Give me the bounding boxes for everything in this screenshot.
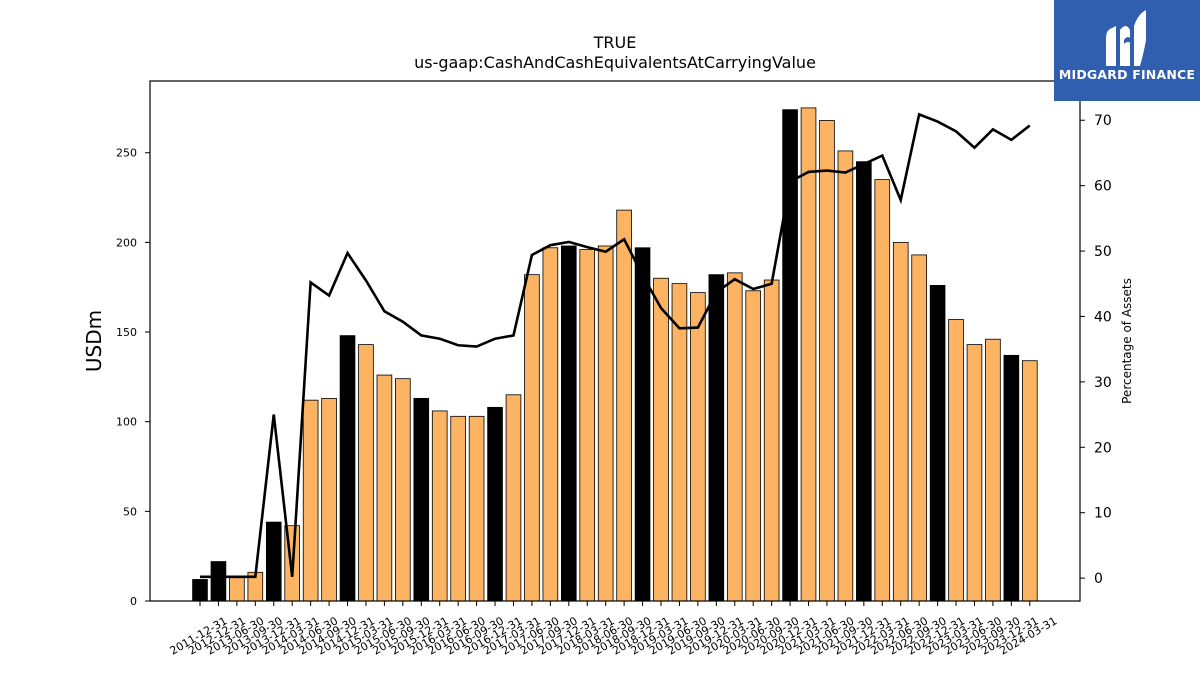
- bar-2015-12-31: [413, 397, 430, 602]
- logo-text: MIDGARD FINANCE: [1058, 67, 1196, 82]
- bar-2017-09-30: [542, 247, 559, 602]
- y-tick-label: 0: [130, 595, 137, 608]
- bar-2023-06-30: [966, 344, 983, 602]
- y2-tick-label: 20: [1094, 440, 1112, 456]
- y-tick-label: 50: [123, 505, 137, 518]
- bar-2023-09-30: [985, 338, 1001, 602]
- bar-2024-03-31: [1022, 360, 1038, 602]
- bar-2012-12-31: [210, 561, 227, 602]
- bar-2016-09-30: [468, 415, 485, 602]
- y2-tick-label: 30: [1094, 375, 1112, 391]
- bar-2019-06-30: [671, 283, 688, 602]
- y2-tick-label: 50: [1094, 244, 1112, 260]
- bar-2017-12-31: [561, 245, 577, 602]
- y-tick-label: 250: [116, 147, 137, 160]
- bar-2022-09-30: [911, 254, 927, 602]
- bar-2015-09-30: [395, 378, 411, 602]
- bar-2014-12-31: [339, 335, 356, 602]
- y-tick-label: 200: [116, 236, 137, 249]
- y-tick-label: 100: [116, 416, 137, 429]
- line-layer: [200, 112, 1031, 579]
- bar-2023-03-31: [948, 319, 964, 602]
- bar-2011-12-31: [192, 579, 208, 602]
- bar-2018-12-31: [634, 247, 651, 602]
- y2-tick-label: 70: [1094, 113, 1112, 129]
- y2-tick-label: 60: [1094, 179, 1112, 195]
- bar-2015-03-31: [358, 344, 374, 602]
- bar-2020-06-30: [745, 290, 761, 602]
- bar-2022-12-31: [929, 285, 946, 602]
- bar-2018-09-30: [616, 209, 632, 602]
- y-axis-left: 0 50 100 150 200 250: [116, 147, 150, 608]
- bar-2019-03-31: [653, 277, 669, 602]
- bar-2018-03-31: [579, 249, 596, 602]
- bar-2018-06-30: [597, 245, 614, 602]
- bar-2016-03-31: [431, 410, 448, 602]
- bar-2017-03-31: [505, 394, 522, 602]
- bar-2019-12-31: [708, 274, 725, 602]
- bar-2013-06-30: [229, 577, 245, 602]
- chart-subtitle: us-gaap:CashAndCashEquivalentsAtCarrying…: [414, 53, 816, 72]
- bar-2022-06-30: [892, 241, 909, 602]
- company-logo: MIDGARD FINANCE: [1054, 0, 1200, 101]
- x-axis: 2011-12-312012-12-312013-06-302013-09-30…: [168, 601, 1059, 658]
- percentage-line: [200, 112, 1031, 579]
- bar-2017-06-30: [524, 274, 540, 602]
- bar-2014-06-30: [302, 399, 319, 602]
- bar-2021-06-30: [819, 120, 835, 602]
- y2-tick-label: 10: [1094, 506, 1112, 522]
- bar-2016-06-30: [450, 415, 466, 602]
- chart-title: TRUE: [593, 33, 637, 52]
- y2-tick-label: 0: [1094, 571, 1103, 587]
- plot-frame: [149, 80, 1081, 602]
- y2-tick-label: 40: [1094, 309, 1112, 325]
- bar-2020-09-30: [763, 279, 780, 602]
- logo-mark-icon: [1106, 10, 1146, 66]
- bar-2022-03-31: [874, 179, 891, 602]
- bar-2020-03-31: [726, 272, 743, 602]
- bar-2023-12-31: [1003, 354, 1020, 602]
- y-axis-right: 0 10 20 30 40 50 60 70: [1080, 113, 1112, 587]
- y-axis-label: USDm: [82, 310, 106, 372]
- bar-2021-03-31: [800, 107, 817, 602]
- bar-2014-09-30: [321, 397, 337, 602]
- bars-layer: [192, 107, 1038, 602]
- bar-2016-12-31: [487, 406, 503, 602]
- y-tick-label: 150: [116, 326, 137, 339]
- bar-2021-09-30: [837, 150, 854, 602]
- bar-2021-12-31: [856, 161, 872, 602]
- bar-2019-09-30: [690, 292, 706, 602]
- bar-2013-12-31: [265, 521, 282, 602]
- bar-2015-06-30: [376, 374, 393, 602]
- y2-axis-label: Percentage of Assets: [1120, 278, 1134, 404]
